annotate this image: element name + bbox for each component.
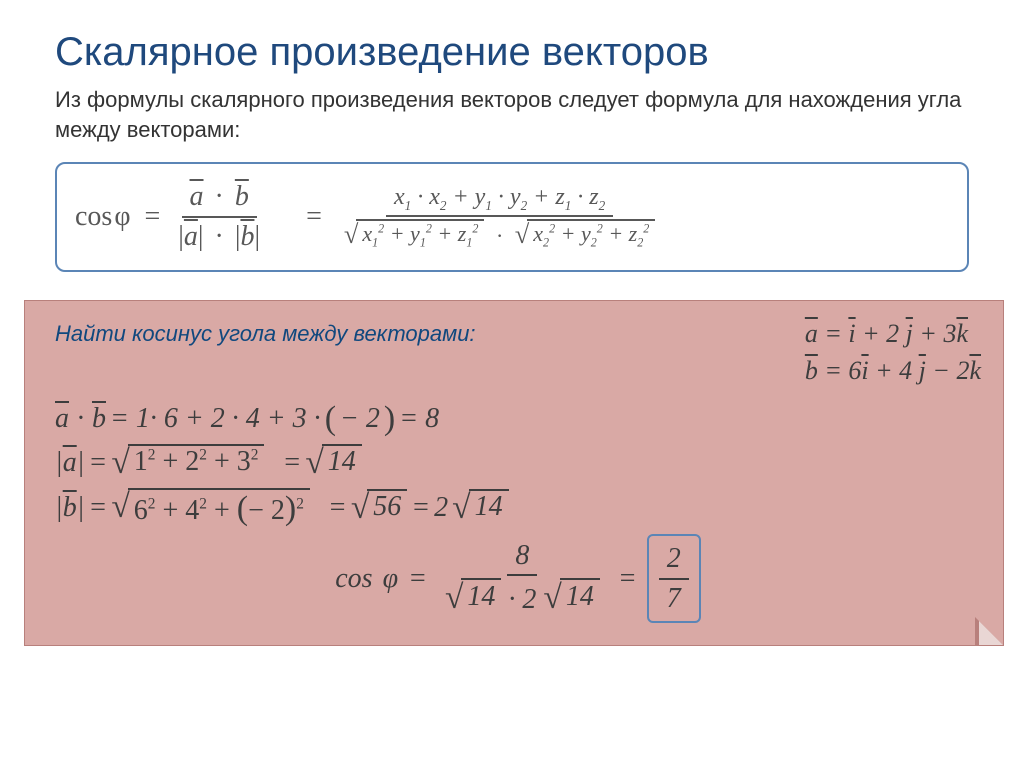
example-panel: Найти косинус угола между векторами: a =… [24, 300, 1004, 647]
vector-b: b [235, 181, 249, 212]
boxed-answer: 2 7 [647, 534, 701, 623]
abs-a: a [184, 221, 198, 252]
formula-lhs: cos φ = a · b a · b [75, 178, 268, 255]
cos-label: cos [75, 201, 112, 233]
subtitle-text: Из формулы скалярного произведения векто… [0, 85, 1024, 162]
vector-a: a [190, 181, 204, 212]
sqrt-56: 56 [367, 489, 407, 523]
boxed-den: 7 [659, 580, 689, 618]
abs-b: b [240, 221, 254, 252]
result-line: cos φ = 8 √14 · 2 √14 = 2 7 [55, 534, 981, 623]
sqrt-left: √ x12 + y12 + z12 [344, 219, 485, 251]
formula-box: cos φ = a · b a · b = x1 · x2 + y1 · [55, 162, 969, 271]
page-title: Скалярное произведение векторов [0, 0, 1024, 85]
sqrt-14: 14 [322, 444, 362, 478]
calc-line-mag-b: b = √62 + 42 + (− 2)2 = √56 = 2 √14 [55, 488, 981, 528]
final-den-m: · 2 [508, 584, 536, 615]
phi-symbol: φ [383, 563, 399, 595]
calc-line-mag-a: a = √12 + 22 + 32 = √14 [55, 444, 981, 482]
equals-sign: = [618, 563, 637, 595]
final-den-l: 14 [461, 578, 501, 614]
fraction-ab: a · b a · b [170, 178, 268, 255]
cos-label: cos [335, 563, 372, 595]
example-header: Найти косинус угола между векторами: a =… [55, 315, 981, 390]
slide: Скалярное произведение векторов Из форму… [0, 0, 1024, 767]
given-vectors: a = i + 2 j + 3k b = 6i + 4 j − 2k [805, 315, 981, 390]
sqrt-14b: 14 [469, 489, 509, 523]
sqrt-right: √ x22 + y22 + z22 [515, 219, 656, 251]
calc-line-dot: a·b = 1· 6 + 2 · 4 + 3 · (− 2) = 8 [55, 400, 981, 438]
numerator-expr: x1 · x2 + y1 · y2 + z1 · z2 [394, 184, 605, 210]
dot-operator: · [215, 221, 224, 252]
example-title: Найти косинус угола между векторами: [55, 315, 476, 347]
formula-rhs: = x1 · x2 + y1 · y2 + z1 · z2 √ x12 + y1… [292, 181, 949, 253]
page-curl-icon [975, 617, 1003, 645]
equals-sign: = [408, 563, 427, 595]
coef-2: 2 [434, 492, 448, 524]
dot-operator: · [215, 181, 224, 212]
final-den-r: 14 [560, 578, 600, 614]
final-numerator: 8 [507, 537, 537, 577]
fraction-coords: x1 · x2 + y1 · y2 + z1 · z2 √ x12 + y12 … [336, 181, 663, 253]
equals-sign: = [145, 201, 161, 233]
boxed-num: 2 [659, 540, 689, 580]
equals-sign: = [306, 201, 322, 233]
phi-symbol: φ [114, 201, 130, 233]
